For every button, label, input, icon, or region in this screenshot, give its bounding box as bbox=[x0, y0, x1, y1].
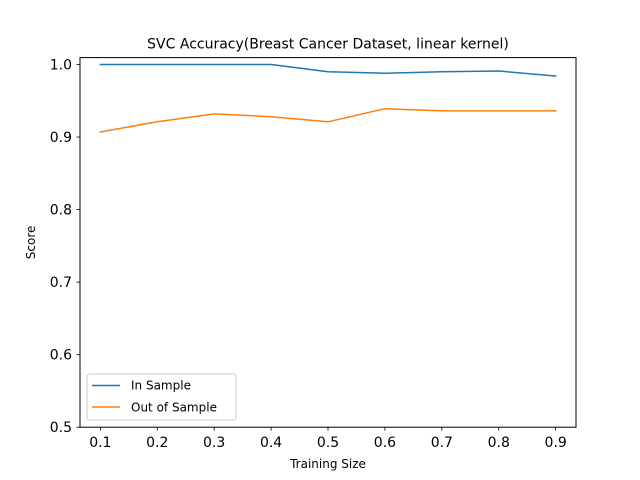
y-tick-label: 1.0 bbox=[50, 57, 72, 73]
y-tick-label: 0.8 bbox=[50, 203, 72, 219]
x-tick-label: 0.3 bbox=[203, 435, 225, 451]
series-line-out-of-sample bbox=[99, 107, 557, 133]
legend-label-in-sample: In Sample bbox=[131, 379, 191, 393]
legend-label-out-of-sample: Out of Sample bbox=[131, 401, 217, 415]
x-tick-label: 0.7 bbox=[431, 435, 453, 451]
x-axis-label: Training Size bbox=[289, 457, 366, 471]
y-tick-label: 0.5 bbox=[50, 420, 72, 436]
chart-title: SVC Accuracy(Breast Cancer Dataset, line… bbox=[147, 37, 509, 53]
x-tick-label: 0.9 bbox=[545, 435, 567, 451]
plot-frame bbox=[79, 57, 577, 428]
plot-area bbox=[99, 63, 557, 133]
x-tick-label: 0.2 bbox=[146, 435, 168, 451]
x-tick-label: 0.4 bbox=[260, 435, 282, 451]
x-tick-label: 0.8 bbox=[488, 435, 510, 451]
series-line-in-sample bbox=[99, 63, 557, 77]
y-tick-label: 0.7 bbox=[50, 275, 72, 291]
x-tick-label: 0.6 bbox=[374, 435, 396, 451]
y-axis-label: Score bbox=[24, 226, 38, 260]
y-tick-label: 0.6 bbox=[50, 348, 72, 364]
ticks-layer: 0.1 0.2 0.3 0.4 0.5 0.6 0.7 0.8 0.9 0.5 0.6 0.7 0.8 0… bbox=[50, 57, 567, 451]
x-tick-label: 0.5 bbox=[317, 435, 339, 451]
legend-frame bbox=[86, 373, 237, 421]
y-tick-label: 0.9 bbox=[50, 130, 72, 146]
x-tick-label: 0.1 bbox=[89, 435, 111, 451]
legend: In Sample Out of Sample bbox=[86, 373, 237, 421]
